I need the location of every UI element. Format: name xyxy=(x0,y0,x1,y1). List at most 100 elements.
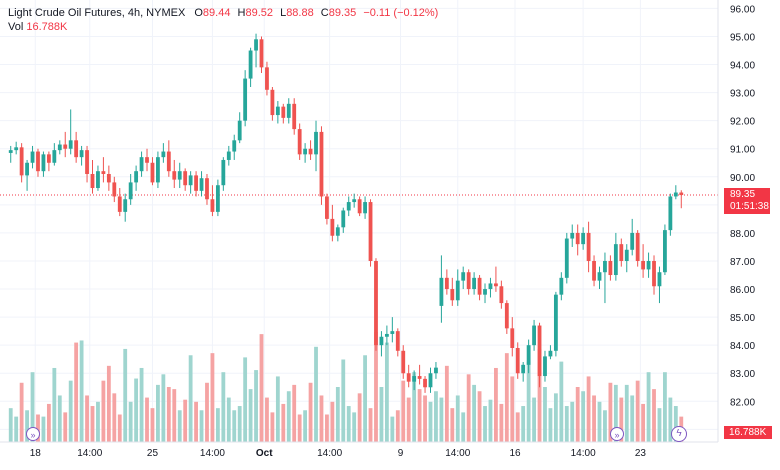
candle-body xyxy=(308,148,313,155)
candle-body xyxy=(232,140,237,152)
volume-tag: 16.788K xyxy=(724,426,772,439)
volume-bar xyxy=(395,410,400,442)
price-tick-label: 91.00 xyxy=(730,145,755,156)
volume-bar xyxy=(341,359,346,442)
candle-body xyxy=(215,185,220,212)
candle-body xyxy=(352,199,357,203)
price-tick-label: 82.00 xyxy=(730,397,755,408)
candle-body xyxy=(466,272,471,290)
volume-bar xyxy=(428,401,433,442)
volume-bar xyxy=(483,406,487,442)
candle-body xyxy=(139,157,144,172)
volume-bar xyxy=(559,361,564,442)
volume-bar xyxy=(597,401,602,442)
candle-body xyxy=(619,244,624,261)
candle-body xyxy=(30,151,35,163)
fast-forward-icon[interactable]: » xyxy=(610,427,624,441)
candle-body xyxy=(630,232,635,250)
candle-body xyxy=(423,378,427,388)
fast-forward-icon[interactable]: » xyxy=(26,427,40,441)
candle-body xyxy=(150,162,155,183)
volume-bar xyxy=(139,367,144,442)
candle-body xyxy=(188,175,193,186)
volume-bar xyxy=(199,410,204,442)
candle-body xyxy=(85,150,89,174)
candle-body xyxy=(390,331,395,334)
candle-body xyxy=(521,364,526,374)
candle-body xyxy=(379,336,384,346)
candle-body xyxy=(368,202,373,261)
volume-bar xyxy=(270,412,275,442)
volume-label[interactable]: Vol xyxy=(8,21,24,33)
candle-body xyxy=(412,376,417,382)
volume-bar xyxy=(521,406,526,442)
volume-bar xyxy=(265,397,269,442)
volume-bar xyxy=(543,387,547,442)
candle-body xyxy=(526,345,531,365)
time-tick-label: 14:00 xyxy=(317,448,342,459)
candle-body xyxy=(243,78,248,121)
open-value: 89.44 xyxy=(202,7,231,19)
candle-body xyxy=(314,131,318,155)
candle-body xyxy=(14,147,19,151)
candle-body xyxy=(401,350,406,374)
candle-body xyxy=(270,89,275,116)
candle-body xyxy=(363,202,367,214)
candle-body xyxy=(543,356,547,377)
volume-bar xyxy=(232,410,237,442)
volume-bar xyxy=(52,367,57,442)
ohlc-row: Light Crude Oil Futures, 4h, NYMEX O89.4… xyxy=(8,6,442,20)
volume-bar xyxy=(303,410,308,442)
volume-bar xyxy=(466,374,471,442)
volume-bar xyxy=(161,374,166,442)
candle-body xyxy=(504,303,509,329)
time-tick-label: 23 xyxy=(635,448,647,459)
candle-body xyxy=(63,144,68,149)
candle-body xyxy=(657,272,662,287)
volume-bar xyxy=(259,334,264,442)
volume-bar xyxy=(243,357,248,442)
price-tick-label: 95.00 xyxy=(730,32,755,43)
volume-bar xyxy=(663,372,667,442)
volume-bar xyxy=(363,355,367,442)
candle-body xyxy=(335,227,340,236)
candle-body xyxy=(652,260,656,287)
price-axis[interactable]: 81.0082.0083.0084.0085.0086.0087.0088.00… xyxy=(730,4,755,436)
candle-body xyxy=(608,260,613,276)
candle-body xyxy=(259,39,264,68)
candle-body xyxy=(564,238,569,278)
candle-body xyxy=(477,277,482,295)
volume-bar xyxy=(575,387,580,442)
volume-bar xyxy=(390,416,395,442)
candle-body xyxy=(434,367,438,374)
candle-body xyxy=(101,171,106,174)
candle-body xyxy=(444,277,449,290)
volume-bar xyxy=(188,355,193,442)
volume-bar xyxy=(325,414,329,442)
volume-bar xyxy=(439,397,444,442)
chart-legend: Light Crude Oil Futures, 4h, NYMEX O89.4… xyxy=(8,6,442,34)
candle-body xyxy=(117,196,122,212)
volume-bar xyxy=(330,401,335,442)
volume-bar xyxy=(652,389,656,442)
volume-bar xyxy=(537,348,542,442)
candle-body xyxy=(210,199,215,212)
volume-bar xyxy=(532,397,536,442)
volume-bar xyxy=(63,412,68,442)
price-tick-label: 92.00 xyxy=(730,117,755,128)
candle-body xyxy=(134,171,139,183)
volume-bar xyxy=(150,408,155,442)
candle-body xyxy=(265,67,269,90)
time-tick-label: 14:00 xyxy=(77,448,102,459)
close-value: 89.35 xyxy=(328,7,357,19)
time-tick-label: 16 xyxy=(509,448,521,459)
symbol-title[interactable]: Light Crude Oil Futures, 4h, NYMEX xyxy=(8,7,186,19)
candles xyxy=(8,33,684,393)
candle-body xyxy=(439,277,444,306)
lightning-icon[interactable]: ϟ xyxy=(671,426,687,442)
volume-value: 16.788K xyxy=(26,21,68,33)
candle-body xyxy=(79,150,84,158)
time-axis[interactable]: 18 14:00 25 14:00 Oct 14:00 9 14:00 16 14:00 23 xyxy=(30,448,647,459)
candle-body xyxy=(96,171,100,189)
